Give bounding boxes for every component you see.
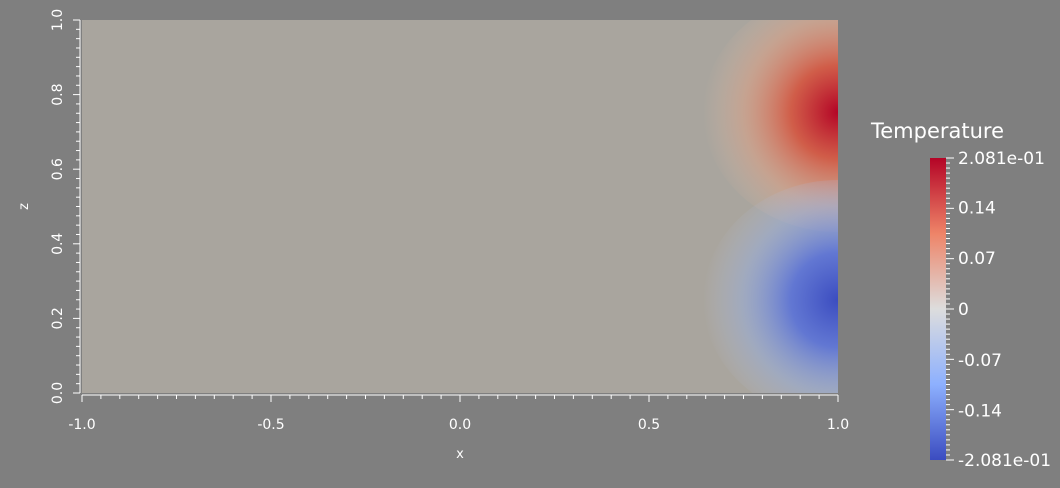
colorbar-label: -0.14 bbox=[958, 402, 1002, 422]
colorbar-label: -0.07 bbox=[958, 351, 1002, 371]
z-tick-label: 0.8 bbox=[50, 83, 66, 105]
colorbar-label: 0 bbox=[958, 300, 969, 320]
x-tick-label: 0.0 bbox=[449, 417, 471, 433]
x-tick-label: -1.0 bbox=[68, 417, 95, 433]
z-tick-label: 1.0 bbox=[50, 9, 66, 31]
colorbar-label: 2.081e-01 bbox=[958, 149, 1045, 169]
colorbar-label: 0.14 bbox=[958, 198, 996, 218]
x-tick-label: -0.5 bbox=[257, 417, 284, 433]
x-tick-label: 1.0 bbox=[827, 417, 849, 433]
colorbar-label: 0.07 bbox=[958, 249, 996, 269]
z-axis-title: z bbox=[17, 203, 32, 210]
colorbar-label: -2.081e-01 bbox=[958, 451, 1051, 471]
cool-lobe bbox=[703, 180, 838, 393]
z-tick-label: 0.0 bbox=[50, 382, 66, 404]
colorbar-gradient bbox=[930, 158, 946, 460]
axes: -1.0 -0.5 0.0 0.5 1.0 0.0 0.2 0.4 0.6 0.8 1.0 x z bbox=[17, 9, 849, 462]
z-tick-label: 0.6 bbox=[50, 158, 66, 180]
warm-lobe bbox=[703, 20, 838, 232]
x-axis-title: x bbox=[456, 447, 464, 462]
x-tick-label: 0.5 bbox=[638, 417, 660, 433]
temperature-field bbox=[82, 20, 838, 393]
colorbar: Temperature 2.081e-01 0.14 0.07 0 -0.07 -0.14 -… bbox=[870, 119, 1051, 471]
z-tick-label: 0.4 bbox=[50, 233, 66, 255]
colorbar-title: Temperature bbox=[870, 119, 1004, 143]
z-tick-label: 0.2 bbox=[50, 307, 66, 329]
